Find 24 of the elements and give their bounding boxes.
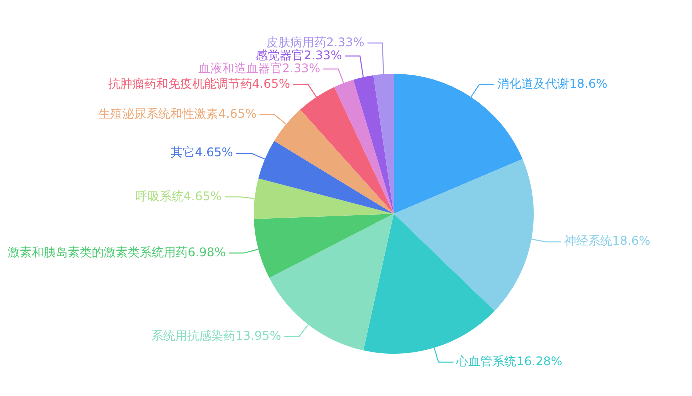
data-label: 13.95% [236,328,282,343]
slice-label: 激素和胰岛素类的激素类系统用药 [8,245,188,260]
data-label: 4.65% [195,146,234,160]
slice-label: 神经系统 [564,234,612,248]
slice-label: 抗肿瘤药和免疫机能调节药 [108,76,252,91]
slice-label: 皮肤病用药 [266,35,327,50]
slice-label: 生殖泌尿系统和性激素 [98,107,219,122]
data-label: 6.98% [188,245,226,260]
slice-label: 呼吸系统 [136,189,184,204]
slice-label: 其它 [171,146,196,160]
data-label: 18.6% [570,76,608,91]
data-label: 2.33% [282,61,321,76]
slice-label: 消化道及代谢 [498,76,570,91]
data-label: 2.33% [304,48,342,62]
data-label: 2.33% [326,35,365,50]
slice-label: 血液和造血器官 [198,61,282,76]
data-label: 4.65% [218,107,257,122]
slice-label: 系统用抗感染药 [152,328,236,343]
data-label: 16.28% [516,354,563,369]
slice-label: 心血管系统 [456,354,517,369]
data-label: 4.65% [184,189,222,204]
slice-label: 感觉器官 [256,48,304,62]
data-label: 4.65% [252,76,290,91]
data-label: 18.6% [612,234,651,248]
